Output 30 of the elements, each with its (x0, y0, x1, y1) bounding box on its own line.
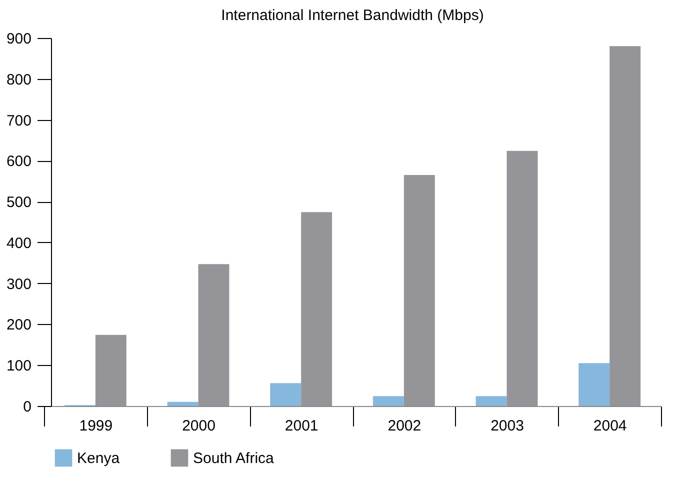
bar (301, 212, 332, 406)
chart-title: International Internet Bandwidth (Mbps) (221, 7, 484, 24)
y-tick-label: 800 (6, 71, 32, 88)
y-tick-label: 100 (6, 358, 32, 375)
x-tick-label: 2000 (182, 418, 216, 434)
y-tick-label: 500 (6, 194, 32, 212)
y-tick-label: 0 (23, 398, 32, 416)
y-tick-label: 600 (6, 153, 32, 170)
y-tick-label: 200 (6, 316, 32, 334)
x-tick-label: 2003 (490, 418, 524, 434)
x-tick-label: 2002 (388, 418, 422, 434)
bar (506, 150, 538, 406)
y-tick-label: 900 (6, 30, 32, 48)
bar (372, 396, 404, 406)
x-tick-label: 1999 (79, 418, 113, 434)
legend-label: South Africa (193, 450, 275, 467)
x-tick-label: 2004 (593, 418, 627, 434)
bar (476, 396, 507, 406)
bar (167, 402, 198, 406)
bar (270, 383, 302, 406)
bar (198, 264, 230, 406)
legend-label: Kenya (77, 450, 120, 467)
y-tick-label: 300 (6, 276, 32, 293)
x-tick-label: 2001 (284, 418, 318, 434)
y-tick-label: 700 (6, 112, 32, 130)
y-tick-label: 400 (6, 234, 32, 252)
bar (610, 46, 641, 406)
bar (578, 363, 610, 406)
bar (95, 334, 126, 406)
bar (404, 174, 435, 406)
